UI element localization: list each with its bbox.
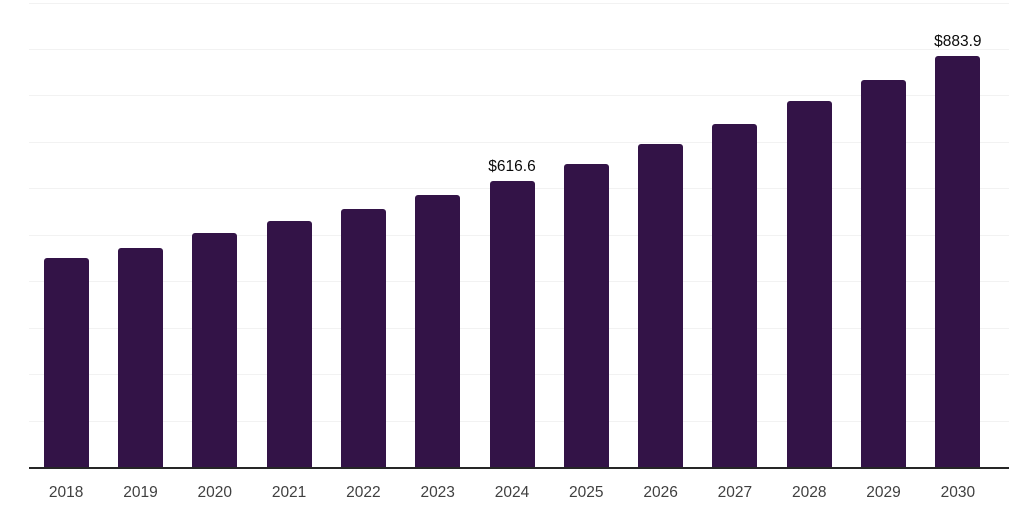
bar-2020 bbox=[192, 233, 238, 467]
x-tick-label-2029: 2029 bbox=[866, 484, 901, 501]
x-tick-label-2023: 2023 bbox=[420, 484, 455, 501]
bar-2023 bbox=[415, 194, 461, 467]
x-axis-line bbox=[29, 467, 1009, 469]
x-tick-label-2024: 2024 bbox=[494, 484, 530, 501]
x-tick-label-2020: 2020 bbox=[197, 484, 233, 501]
bar-2024 bbox=[489, 180, 535, 467]
x-tick-label-2026: 2026 bbox=[643, 484, 678, 501]
x-tick-label-2018: 2018 bbox=[48, 484, 84, 501]
gridline bbox=[29, 48, 1009, 50]
x-tick-label-2019: 2019 bbox=[123, 484, 158, 501]
bar-2028 bbox=[786, 100, 832, 467]
bar-2029 bbox=[861, 79, 907, 467]
x-tick-label-2028: 2028 bbox=[791, 484, 827, 501]
value-label-2024: $616.6 bbox=[488, 157, 536, 175]
bar-2018 bbox=[43, 257, 89, 467]
bar-2025 bbox=[563, 163, 609, 467]
x-tick-label-2030: 2030 bbox=[940, 484, 976, 501]
bar-2019 bbox=[117, 247, 163, 467]
bar-2021 bbox=[266, 220, 312, 467]
x-tick-label-2025: 2025 bbox=[569, 484, 604, 501]
bar-2027 bbox=[712, 123, 758, 467]
x-tick-label-2027: 2027 bbox=[717, 484, 753, 501]
gridline bbox=[29, 2, 1009, 4]
bar-2030 bbox=[935, 56, 981, 467]
bar-2022 bbox=[340, 209, 386, 467]
x-tick-label-2021: 2021 bbox=[271, 484, 307, 501]
value-label-2030: $883.9 bbox=[934, 33, 982, 51]
x-tick-label-2022: 2022 bbox=[346, 484, 381, 501]
bar-2026 bbox=[638, 144, 684, 467]
